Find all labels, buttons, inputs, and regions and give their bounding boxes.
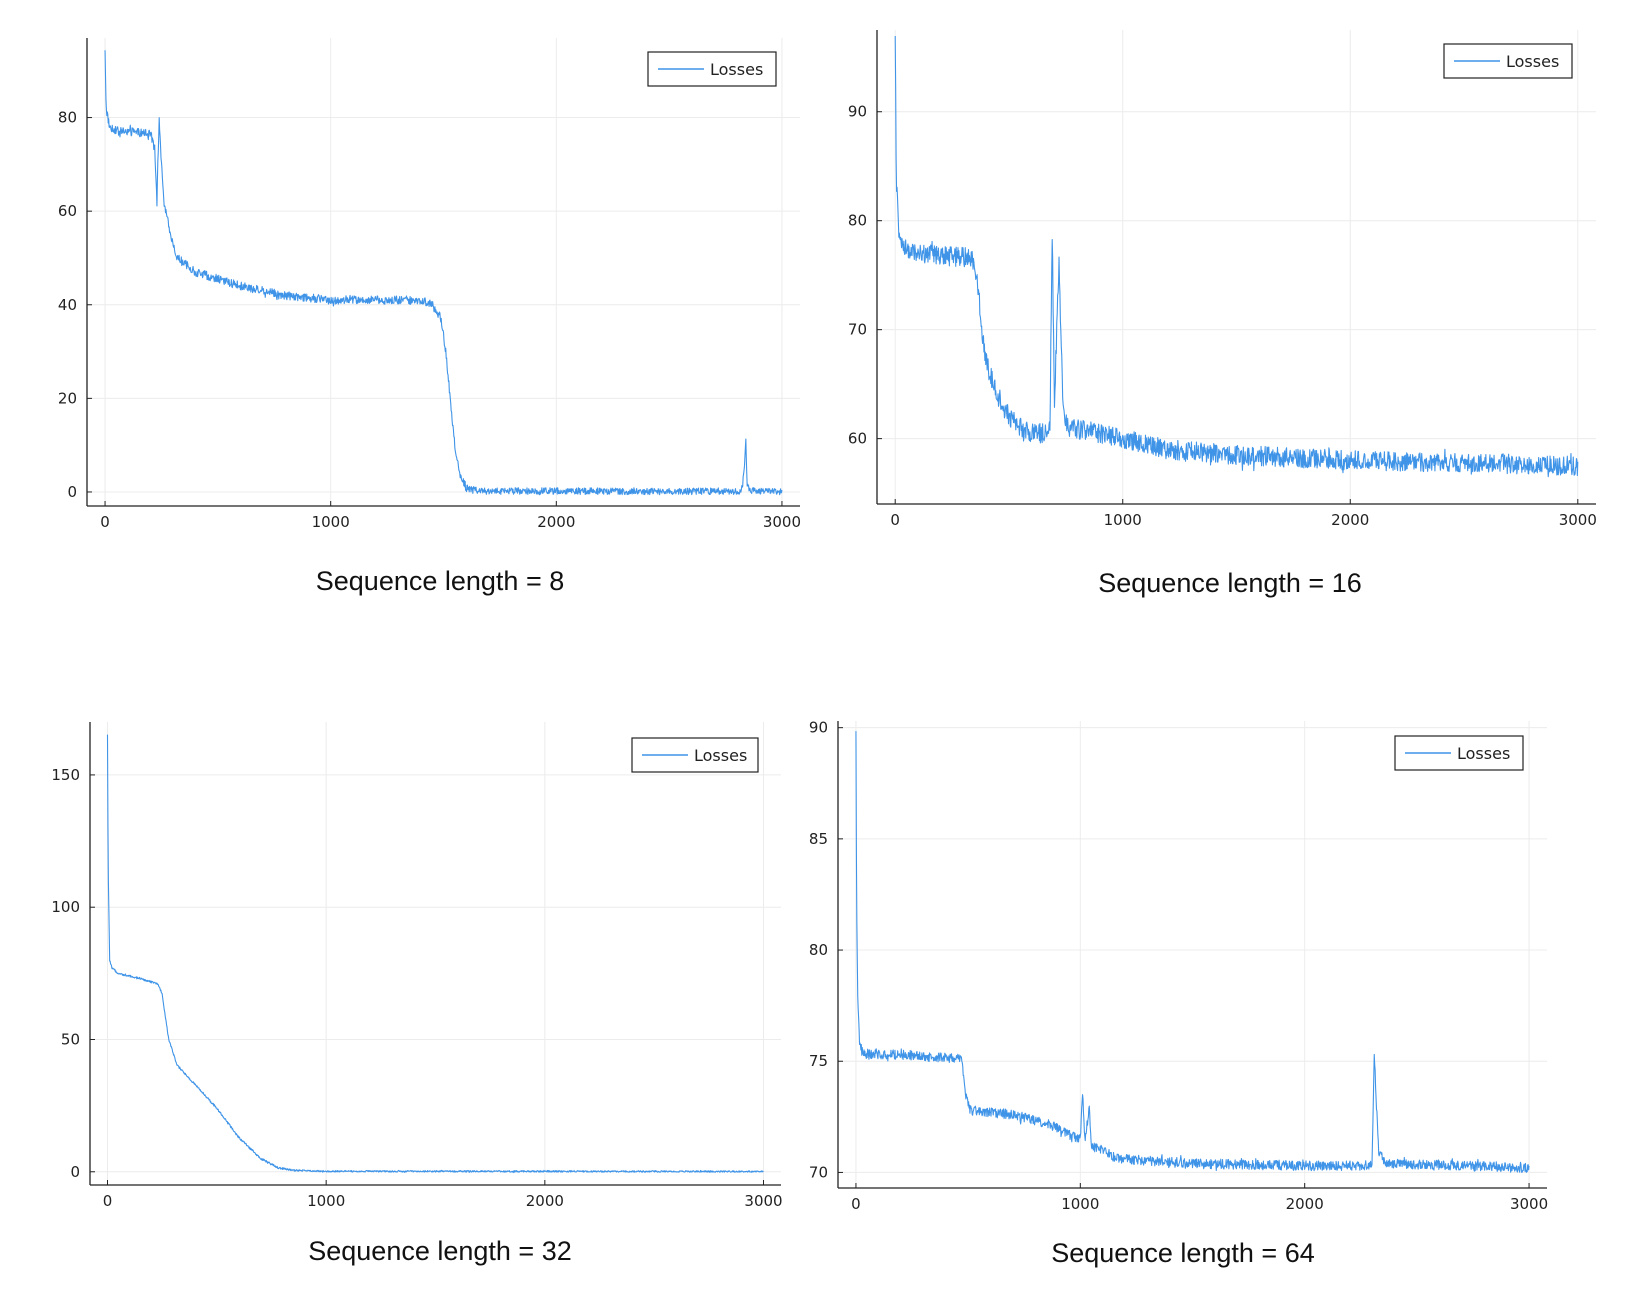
y-tick-label: 70	[848, 321, 867, 339]
y-tick-label: 150	[51, 766, 80, 784]
chart-caption: Sequence length = 64	[1051, 1238, 1314, 1268]
y-tick-label: 75	[809, 1052, 828, 1070]
x-tick-label: 1000	[307, 1192, 345, 1210]
x-tick-label: 0	[851, 1195, 861, 1213]
x-tick-label: 3000	[763, 513, 801, 531]
x-tick-label: 2000	[526, 1192, 564, 1210]
x-tick-label: 3000	[1510, 1195, 1548, 1213]
chart-1: 0 1000 2000 3000 0 20 40 60 80 Losses Sequence len…	[58, 38, 801, 596]
x-tick-label: 0	[100, 513, 110, 531]
x-tick-label: 1000	[312, 513, 350, 531]
legend-label: Losses	[710, 60, 763, 79]
y-tick-label: 80	[809, 941, 828, 959]
y-tick-label: 70	[809, 1163, 828, 1181]
y-tick-label: 60	[848, 430, 867, 448]
legend-label: Losses	[694, 746, 747, 765]
y-tick-label: 60	[58, 202, 77, 220]
chart-3: 0 1000 2000 3000 0 50 100 150 Losses Sequence len…	[51, 722, 783, 1266]
y-tick-label: 40	[58, 296, 77, 314]
legend: Losses	[1443, 43, 1573, 79]
legend: Losses	[1394, 735, 1524, 771]
losses-series-line	[894, 35, 1579, 478]
x-tick-label: 0	[103, 1192, 113, 1210]
legend: Losses	[631, 737, 759, 773]
chart-4: 0 1000 2000 3000 70 75 80 85 90 Losses Sequence le…	[809, 719, 1548, 1268]
y-tick-label: 0	[67, 483, 77, 501]
legend-label: Losses	[1457, 744, 1510, 763]
x-tick-label: 2000	[537, 513, 575, 531]
y-tick-label: 90	[848, 103, 867, 121]
y-tick-label: 80	[58, 109, 77, 127]
legend-box	[1394, 735, 1524, 771]
x-tick-label: 2000	[1331, 511, 1369, 529]
losses-series-line	[104, 50, 783, 496]
y-tick-label: 85	[809, 830, 828, 848]
y-tick-label: 100	[51, 898, 80, 916]
y-tick-label: 80	[848, 212, 867, 230]
chart-caption: Sequence length = 32	[308, 1236, 571, 1266]
legend: Losses	[647, 51, 777, 87]
y-tick-label: 0	[70, 1163, 80, 1181]
x-tick-label: 1000	[1104, 511, 1142, 529]
x-tick-label: 1000	[1061, 1195, 1099, 1213]
losses-series-line	[855, 731, 1530, 1173]
x-tick-label: 2000	[1286, 1195, 1324, 1213]
x-tick-label: 3000	[1559, 511, 1597, 529]
legend-label: Losses	[1506, 52, 1559, 71]
chart-2: 0 1000 2000 3000 60 70 80 90 Losses Sequence leng…	[848, 30, 1597, 598]
chart-caption: Sequence length = 8	[316, 566, 564, 596]
losses-series-line	[106, 734, 764, 1174]
y-tick-label: 50	[61, 1030, 80, 1048]
x-tick-label: 0	[890, 511, 900, 529]
chart-caption: Sequence length = 16	[1098, 568, 1361, 598]
x-tick-label: 3000	[744, 1192, 782, 1210]
y-tick-label: 90	[809, 719, 828, 737]
y-tick-label: 20	[58, 389, 77, 407]
